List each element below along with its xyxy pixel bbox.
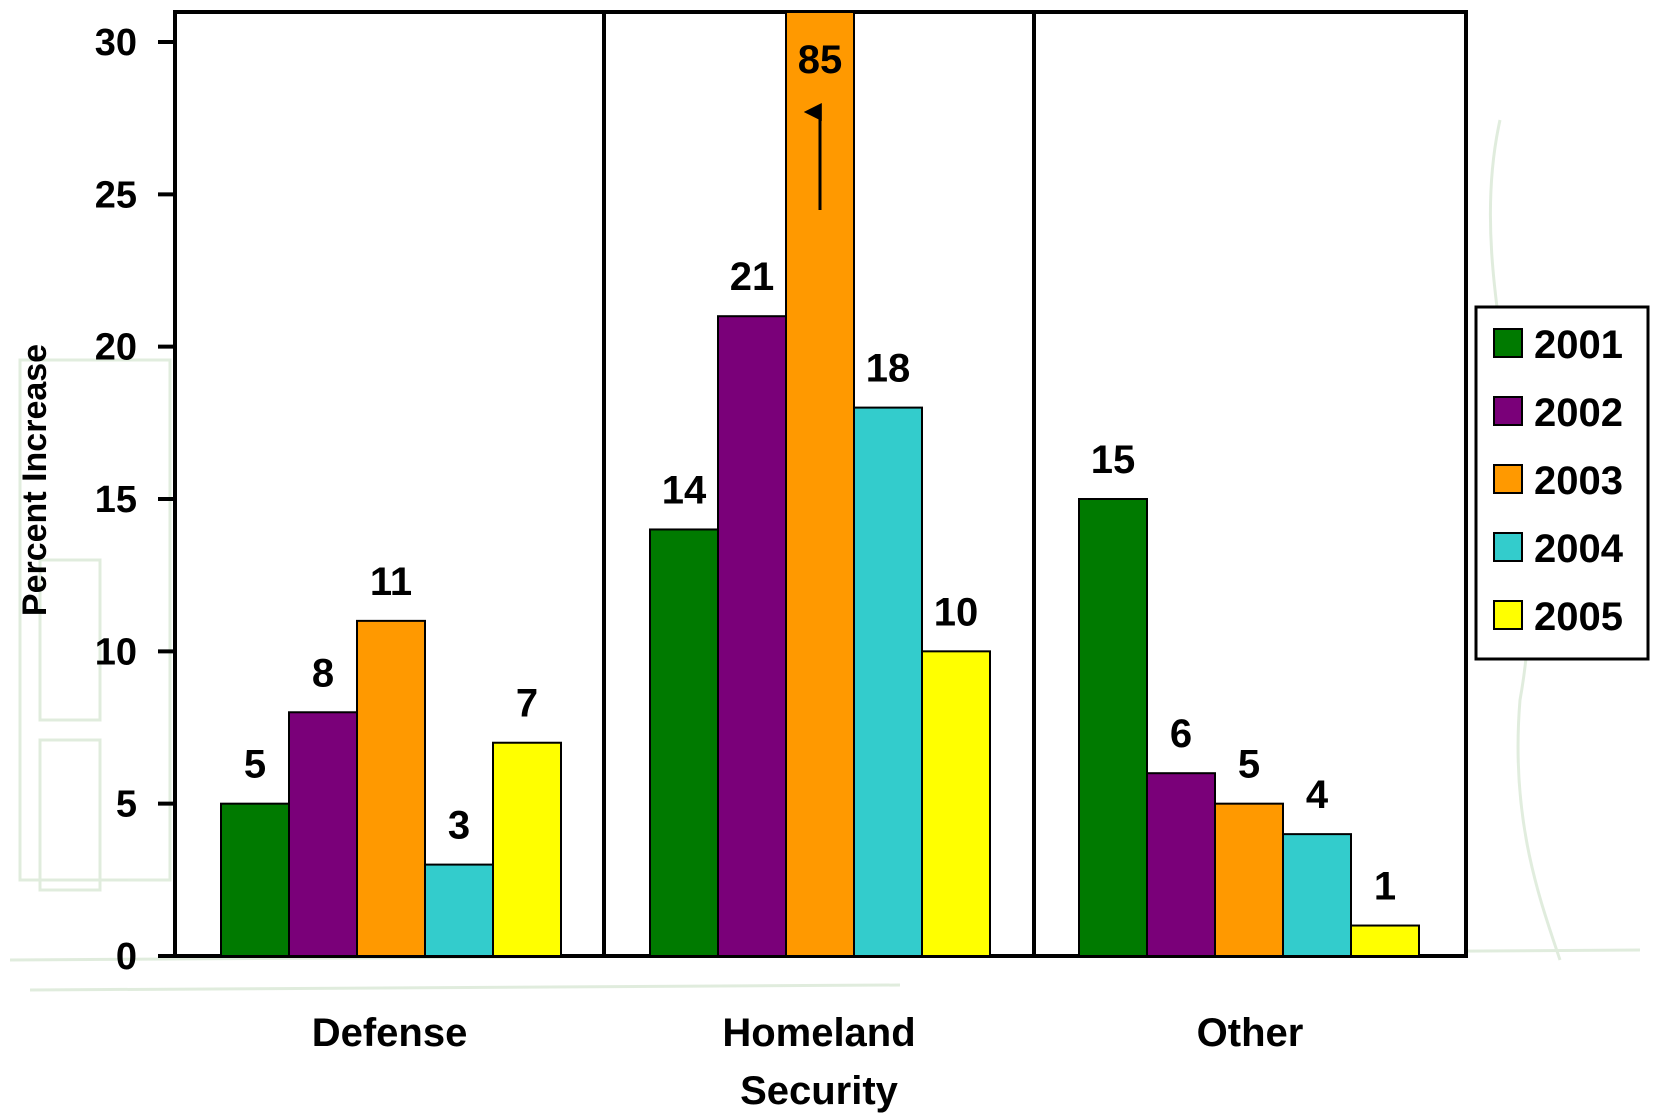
bars xyxy=(220,11,1420,958)
y-tick-label: 0 xyxy=(116,936,137,978)
legend-label: 2002 xyxy=(1534,391,1623,435)
bar xyxy=(492,741,562,957)
bar xyxy=(853,406,923,958)
data-label: 6 xyxy=(1170,712,1192,756)
bar xyxy=(1282,833,1352,958)
x-category-label: Security xyxy=(740,1069,899,1113)
legend-swatch xyxy=(1493,328,1523,358)
data-label: 5 xyxy=(1238,743,1260,787)
bar xyxy=(356,619,426,957)
x-category-label: Defense xyxy=(312,1011,468,1055)
legend: 2001 2002 2003 2004 2005 xyxy=(1474,305,1650,661)
y-tick-label: 5 xyxy=(116,784,137,826)
x-category-label: Other xyxy=(1197,1011,1304,1055)
data-label: 85 xyxy=(798,38,843,82)
y-tick-label: 10 xyxy=(95,631,137,673)
y-tick-label: 15 xyxy=(95,479,137,521)
data-labels: 5 8 11 3 7 14 21 85 18 10 15 6 5 4 1 xyxy=(244,38,1396,909)
legend-swatch xyxy=(1493,600,1523,630)
y-axis: 0 5 10 15 20 25 30 xyxy=(95,22,175,978)
bar xyxy=(424,863,494,957)
bar xyxy=(288,711,358,957)
bar xyxy=(1078,498,1148,957)
data-label: 5 xyxy=(244,743,266,787)
legend-label: 2005 xyxy=(1534,595,1623,639)
data-label: 21 xyxy=(730,255,775,299)
y-tick-label: 25 xyxy=(95,174,137,216)
legend-swatch xyxy=(1493,396,1523,426)
bar xyxy=(220,802,290,958)
bar xyxy=(649,528,719,957)
bar xyxy=(717,315,787,957)
y-axis-title: Percent Increase xyxy=(16,344,54,616)
bar xyxy=(1350,924,1420,957)
x-category-label: Homeland xyxy=(722,1011,915,1055)
legend-swatch xyxy=(1493,532,1523,562)
data-label: 14 xyxy=(662,468,707,512)
y-tick-label: 30 xyxy=(95,22,137,64)
data-label: 7 xyxy=(516,682,538,726)
bar xyxy=(1214,802,1284,958)
data-label: 1 xyxy=(1374,865,1396,909)
data-label: 8 xyxy=(312,651,334,695)
legend-label: 2001 xyxy=(1534,323,1623,367)
bar xyxy=(921,650,991,957)
y-tick-label: 20 xyxy=(95,327,137,369)
data-label: 11 xyxy=(370,560,412,604)
legend-swatch xyxy=(1493,464,1523,494)
legend-label: 2003 xyxy=(1534,459,1623,503)
data-label: 4 xyxy=(1306,773,1329,817)
data-label: 18 xyxy=(866,347,911,391)
legend-label: 2004 xyxy=(1534,527,1624,571)
bar xyxy=(1146,772,1216,958)
x-axis: Defense Homeland Security Other xyxy=(312,1011,1304,1113)
data-label: 10 xyxy=(934,590,979,634)
data-label: 3 xyxy=(448,804,470,848)
data-label: 15 xyxy=(1091,438,1136,482)
